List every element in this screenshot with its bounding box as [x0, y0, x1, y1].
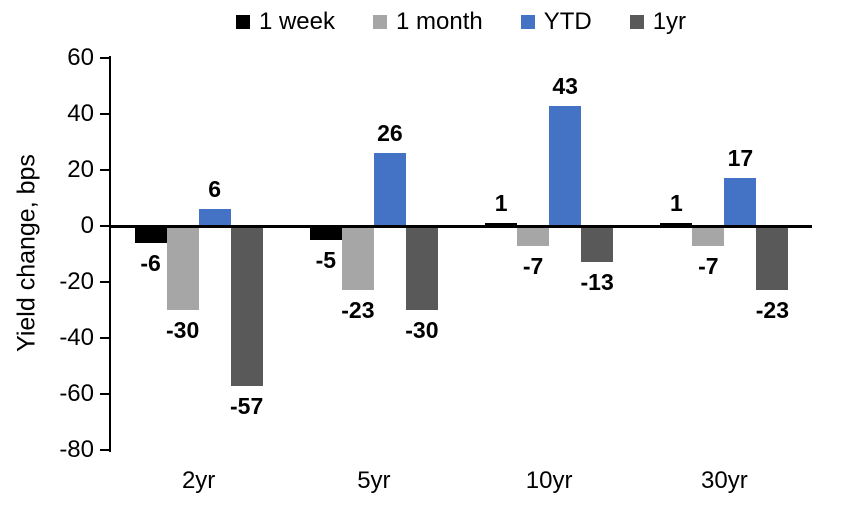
- y-axis-line: [109, 56, 111, 452]
- data-label: -7: [698, 252, 719, 279]
- x-axis-category-label-10yr: 10yr: [525, 467, 573, 494]
- y-axis-tick-mark: [100, 113, 109, 115]
- bar-1yr-30yr: [756, 226, 789, 291]
- bar-1yr-10yr: [581, 226, 614, 263]
- bar-1-week-30yr: [660, 223, 693, 226]
- bar-1yr-2yr: [230, 226, 263, 386]
- bar-1-month-2yr: [166, 226, 199, 310]
- y-axis-tick-label: 0: [80, 212, 94, 239]
- y-axis-tick-mark: [100, 169, 109, 171]
- x-axis-category-label-5yr: 5yr: [357, 467, 391, 494]
- legend-item-1yr: 1yr: [629, 8, 687, 36]
- data-label: 1: [669, 190, 683, 217]
- bar-ytd-30yr: [724, 178, 757, 226]
- bar-1-month-5yr: [341, 226, 374, 291]
- y-axis-title: Yield change, bps: [12, 154, 41, 352]
- legend-swatch-icon: [235, 15, 250, 29]
- legend-label: YTD: [543, 8, 592, 35]
- y-axis-tick-label: -20: [59, 268, 94, 295]
- y-axis-tick-mark: [100, 57, 109, 59]
- legend-label: 1yr: [652, 8, 687, 35]
- x-axis-zero-line: [111, 225, 812, 228]
- data-label: -57: [230, 392, 264, 419]
- legend-item-1-week: 1 week: [235, 8, 335, 36]
- data-label: -30: [405, 317, 439, 343]
- legend-swatch-icon: [372, 15, 387, 29]
- y-axis-tick-label: 60: [67, 44, 94, 71]
- y-axis-tick-label: 40: [67, 100, 94, 127]
- bar-ytd-10yr: [549, 105, 582, 226]
- data-label: -7: [522, 252, 544, 279]
- y-axis-tick-label: -80: [59, 436, 94, 463]
- chart-legend: 1 week 1 month YTD 1yr: [110, 6, 812, 38]
- y-axis-tick-mark: [100, 449, 109, 451]
- bar-ytd-5yr: [373, 153, 406, 226]
- data-label: 26: [377, 120, 403, 147]
- data-label: 43: [552, 72, 578, 99]
- bar-1-month-30yr: [692, 226, 725, 246]
- legend-swatch-icon: [520, 15, 535, 29]
- y-axis-tick-mark: [100, 393, 109, 395]
- bar-1-week-10yr: [485, 223, 518, 226]
- data-label: 17: [727, 145, 754, 172]
- y-axis-tick-label: -60: [59, 380, 94, 407]
- x-axis-category-label-2yr: 2yr: [181, 467, 216, 494]
- bar-1-month-10yr: [517, 226, 550, 246]
- bar-1-week-5yr: [309, 226, 342, 240]
- data-label: -5: [315, 247, 337, 273]
- data-label: 1: [494, 190, 508, 217]
- data-label: -30: [166, 317, 200, 343]
- y-axis-tick-mark: [100, 281, 109, 283]
- legend-label: 1 month: [395, 8, 483, 35]
- legend-item-ytd: YTD: [520, 8, 592, 36]
- bar-ytd-2yr: [198, 209, 231, 226]
- legend-item-1-month: 1 month: [372, 8, 483, 36]
- x-axis-category-label-30yr: 30yr: [701, 467, 748, 494]
- data-label: -13: [580, 269, 614, 296]
- y-axis-tick-label: 20: [67, 156, 94, 183]
- data-label: -23: [755, 297, 789, 324]
- data-label: -23: [341, 297, 375, 324]
- y-axis-tick-mark: [100, 337, 109, 339]
- legend-swatch-icon: [629, 15, 644, 29]
- legend-label: 1 week: [258, 8, 335, 35]
- data-label: 6: [208, 176, 222, 203]
- y-axis-tick-label: -40: [59, 324, 94, 351]
- y-axis-tick-mark: [100, 225, 109, 227]
- bar-1yr-5yr: [405, 226, 438, 310]
- bar-1-week-2yr: [134, 226, 167, 243]
- data-label: -6: [140, 249, 161, 276]
